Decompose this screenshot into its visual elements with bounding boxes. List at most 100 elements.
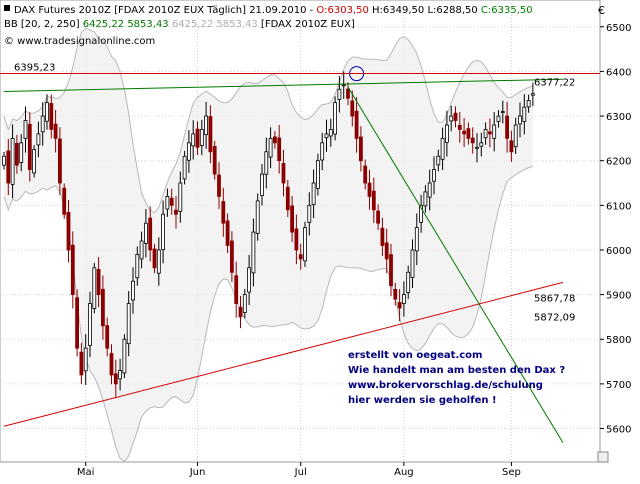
candle-body xyxy=(195,128,200,148)
candle-body xyxy=(217,174,221,197)
candle-body xyxy=(135,254,140,279)
svg-text:DAX Futures 2010Z [FDAX 2010Z: DAX Futures 2010Z [FDAX 2010Z EUX Täglic… xyxy=(14,5,533,16)
candle-body xyxy=(260,173,264,196)
x-tick-label: Jul xyxy=(294,467,307,478)
x-tick-label: Sep xyxy=(502,467,521,478)
header-open: O:6303,50 xyxy=(316,5,368,16)
candle-body xyxy=(307,204,312,223)
candle-body xyxy=(294,228,299,251)
candle-body xyxy=(105,325,110,349)
currency-symbol: € xyxy=(598,4,605,17)
candle-body xyxy=(58,138,62,184)
candle-body xyxy=(531,93,535,96)
band-fill xyxy=(4,28,533,462)
candle-body xyxy=(27,123,32,171)
candle-body xyxy=(432,169,436,182)
candle-body xyxy=(178,182,183,212)
candle-body xyxy=(83,347,88,372)
candle-body xyxy=(341,84,346,87)
candle-body xyxy=(414,227,419,252)
candle-body xyxy=(427,182,432,198)
candle-body xyxy=(333,102,338,135)
candle-body xyxy=(423,191,428,207)
candle-body xyxy=(500,111,505,113)
bb-lower-value: 5853,43 xyxy=(124,19,169,30)
candle-body xyxy=(143,222,148,244)
candle-body xyxy=(363,165,368,184)
candle-body xyxy=(165,196,170,210)
candle-body xyxy=(96,269,101,296)
candle-body xyxy=(208,116,213,153)
candle-body xyxy=(397,302,402,309)
candle-body xyxy=(238,306,243,318)
candle-body xyxy=(462,130,467,135)
candle-body xyxy=(101,288,105,327)
y-tick-label: 5600 xyxy=(606,425,631,436)
candle-body xyxy=(10,137,15,185)
candle-body xyxy=(496,115,501,122)
peak-marker-circle xyxy=(349,66,365,82)
candle-body xyxy=(406,271,411,293)
header-instrument: DAX Futures 2010Z [FDAX 2010Z EUX Täglic… xyxy=(14,5,316,16)
candle-body xyxy=(186,142,191,161)
candle-body xyxy=(419,204,424,223)
candle-body xyxy=(509,140,514,153)
candle-body xyxy=(161,213,166,251)
resistance-line xyxy=(3,78,563,93)
candle-body xyxy=(466,128,471,139)
candle-body xyxy=(311,182,316,206)
support-line xyxy=(3,281,564,427)
y-axis: 5600 5700 5800 5900 6000 6100 6200 6300 6400 6500 xyxy=(600,23,631,436)
candle-body xyxy=(526,100,531,108)
candle-body xyxy=(389,254,393,287)
candle-body xyxy=(384,242,389,260)
candle-body xyxy=(483,129,488,139)
candle-body xyxy=(346,88,350,99)
candle-body xyxy=(518,115,522,125)
candle-body xyxy=(522,106,527,122)
candle-body xyxy=(212,146,217,175)
candle-body xyxy=(371,190,376,211)
candle-body xyxy=(19,142,24,163)
candle-body xyxy=(251,231,256,274)
candle-body xyxy=(88,303,92,346)
candle-body xyxy=(131,280,135,301)
annotation-line-1: erstellt von oegeat.com xyxy=(348,350,482,361)
candle-body xyxy=(457,124,462,130)
upper-band xyxy=(3,27,534,214)
candle-body xyxy=(126,303,131,345)
bb-upper-value: 6425,22 xyxy=(83,19,124,30)
candle-body xyxy=(337,88,342,100)
candle-body xyxy=(285,186,290,211)
candle-body xyxy=(6,150,11,184)
last-close-label: 6377,22 xyxy=(534,78,575,89)
candle-body xyxy=(479,142,484,147)
candle-body xyxy=(66,211,71,251)
candle-body xyxy=(49,103,54,130)
candle-body xyxy=(199,129,204,146)
candle-body xyxy=(410,249,415,278)
candle-body xyxy=(281,163,286,184)
candles xyxy=(2,71,535,398)
candle-body xyxy=(169,197,174,206)
header-low: L:6288,50 xyxy=(424,5,477,16)
candle-body xyxy=(92,267,97,309)
candle-body xyxy=(75,297,79,349)
candle-body xyxy=(350,100,355,117)
annotation-line-3: www.brokervorschlag.de/schulung xyxy=(348,380,543,391)
candle-body xyxy=(487,131,492,135)
candle-body xyxy=(32,149,36,174)
candle-body xyxy=(324,133,329,139)
header-square-icon xyxy=(4,5,10,11)
candle-body xyxy=(298,254,303,260)
candle-body xyxy=(513,124,518,148)
candle-body xyxy=(247,267,252,293)
resize-grip-icon[interactable] xyxy=(597,451,609,463)
y-tick-label: 6000 xyxy=(606,246,631,257)
y-tick-label: 6300 xyxy=(606,112,631,123)
x-axis: Mai Jun Jul Aug Sep xyxy=(77,462,521,478)
candle-body xyxy=(229,240,234,273)
header-high: H:6349,50 xyxy=(369,5,424,16)
candle-body xyxy=(225,220,230,246)
